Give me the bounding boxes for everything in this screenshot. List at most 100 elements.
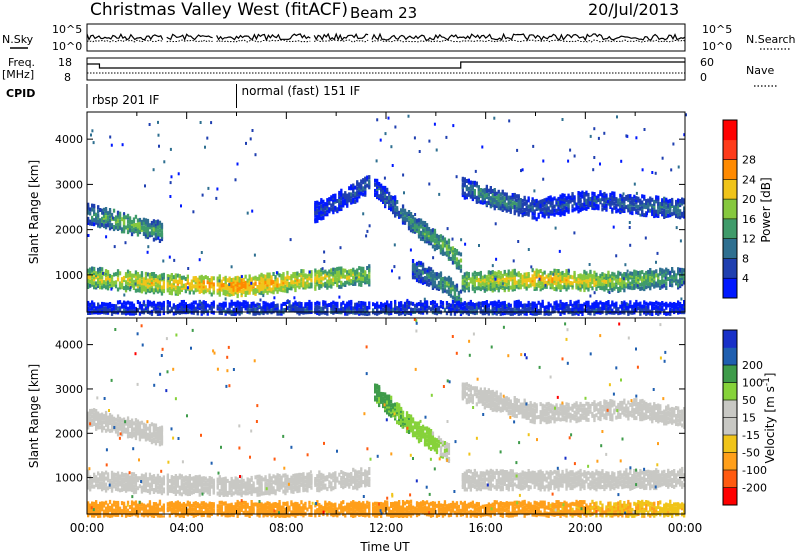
heatmap-cell [549,201,552,206]
heatmap-cell [677,283,680,288]
heatmap-cell [93,218,96,223]
heatmap-cell [523,201,526,206]
heatmap-cell [272,305,275,310]
heatmap-cell [487,270,490,275]
heatmap-cell [403,305,407,310]
heatmap-cell [266,286,269,291]
heatmap-cell [90,133,92,137]
heatmap-cell [597,204,600,209]
heatmap-cell [350,192,353,197]
heatmap-cell [651,312,654,316]
heatmap-cell [298,301,301,306]
heatmap-cell [463,191,466,196]
heatmap-cell [541,299,544,304]
heatmap-cell [292,280,295,285]
heatmap-cell [595,195,598,200]
heatmap-cell [386,300,389,305]
heatmap-cell [226,284,229,289]
heatmap-cell [673,302,676,306]
heatmap-cell [663,211,666,215]
heatmap-cell [374,182,377,187]
heatmap-cell [148,231,152,236]
heatmap-cell [612,225,615,229]
heatmap-cell [581,307,584,312]
heatmap-cell [509,307,512,312]
heatmap-cell [360,268,363,273]
heatmap-cell [170,175,173,179]
heatmap-cell [569,195,572,200]
cpid-label: CPID [6,87,35,100]
heatmap-cell [296,302,299,307]
heatmap-cell [423,221,427,225]
heatmap-cell [106,215,110,220]
heatmap-cell [138,274,142,279]
heatmap-cell [314,213,317,218]
nave-label: Nave [746,64,774,77]
heatmap-cell [382,191,385,196]
heatmap-cell [360,187,363,192]
heatmap-cell [617,287,620,291]
heatmap-cell [471,284,474,289]
heatmap-cell [252,284,255,289]
heatmap-cell [358,282,361,287]
heatmap-cell [471,180,474,185]
heatmap-cell [388,303,391,308]
heatmap-cell [140,304,144,308]
heatmap-cell [603,198,606,202]
heatmap-cell [667,311,670,316]
colorbar-swatch [723,238,737,259]
heatmap-cell [435,284,439,289]
heatmap-cell [627,206,630,211]
heatmap-cell [493,271,496,276]
heatmap-cell [541,277,544,282]
heatmap-cell [194,278,197,283]
heatmap-cell [669,280,672,285]
heatmap-cell [671,277,674,282]
heatmap-cell [386,302,389,307]
heatmap-cell [415,220,419,225]
heatmap-cell [93,484,96,489]
heatmap-cell [282,302,285,306]
heatmap-cell [455,295,459,300]
heatmap-cell [413,219,417,224]
heatmap-cell [617,307,620,312]
heatmap-cell [144,308,148,313]
heatmap-cell [407,311,411,315]
heatmap-cell [340,268,343,273]
heatmap-cell [405,211,409,216]
heatmap-cell [507,269,510,274]
heatmap-cell [561,118,564,121]
heatmap-cell [639,270,642,275]
heatmap-cell [228,292,231,297]
heatmap-cell [525,199,528,204]
heatmap-cell [639,311,642,316]
heatmap-cell [376,180,379,185]
heatmap-cell [282,288,285,293]
heatmap-cell [585,198,588,203]
heatmap-cell [499,311,502,316]
heatmap-cell [254,153,257,157]
heatmap-cell [198,281,201,286]
heatmap-cell [519,301,522,306]
heatmap-cell [144,431,148,436]
heatmap-cell [244,291,247,295]
heatmap-cell [101,306,104,310]
heatmap-cell [605,276,608,280]
heatmap-cell [593,192,596,196]
heatmap-cell [559,273,562,278]
heatmap-cell [169,147,172,151]
heatmap-cell [113,245,116,249]
heatmap-cell [573,311,576,316]
heatmap-cell [108,413,112,417]
heatmap-cell [130,228,134,233]
heatmap-cell [465,281,468,286]
heatmap-cell [457,259,461,264]
heatmap-cell [513,308,516,313]
heatmap-cell [348,306,351,311]
heatmap-cell [330,306,333,310]
heatmap-cell [104,215,108,220]
heatmap-cell [573,201,576,206]
heatmap-cell [663,269,666,274]
heatmap-cell [192,300,195,305]
heatmap-cell [627,307,630,312]
